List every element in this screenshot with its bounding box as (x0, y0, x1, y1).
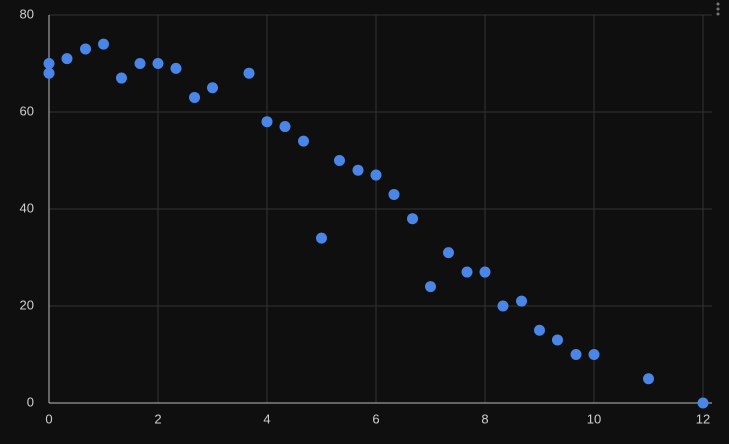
point (697, 397, 709, 409)
point (643, 373, 654, 385)
point (497, 300, 509, 312)
x-tick-label: 10 (587, 411, 601, 426)
x-tick-label: 0 (45, 411, 52, 426)
x-tick-label: 4 (263, 411, 270, 426)
point (207, 82, 218, 94)
point (115, 72, 127, 84)
point (352, 164, 364, 176)
point (551, 334, 563, 346)
y-tick-label: 60 (20, 103, 34, 118)
point (425, 281, 436, 293)
y-tick-label: 0 (27, 394, 34, 409)
point (43, 58, 55, 69)
point (261, 116, 273, 128)
point (80, 43, 92, 55)
point (189, 91, 201, 103)
point (370, 169, 382, 181)
point (588, 349, 600, 360)
point (388, 188, 400, 200)
y-tick-label: 40 (20, 200, 34, 215)
point (333, 155, 345, 166)
point (516, 295, 528, 307)
point (61, 53, 73, 65)
point (43, 67, 55, 79)
x-tick-label: 2 (154, 411, 161, 426)
point (479, 266, 491, 278)
point (134, 58, 146, 69)
y-tick-label: 80 (20, 6, 34, 21)
x-tick-label: 8 (481, 411, 488, 426)
point (98, 38, 109, 50)
y-tick-label: 20 (20, 297, 34, 312)
point (461, 266, 473, 278)
point (152, 58, 164, 69)
point (279, 121, 291, 133)
x-tick-label: 6 (372, 411, 379, 426)
menu-icon[interactable] (716, 2, 720, 16)
point (407, 213, 419, 225)
point (243, 67, 255, 79)
x-tick-label: 12 (696, 411, 710, 426)
point (442, 247, 454, 259)
point (534, 324, 545, 336)
point (170, 62, 182, 74)
point (298, 135, 310, 147)
point (570, 349, 582, 360)
point (316, 232, 327, 244)
